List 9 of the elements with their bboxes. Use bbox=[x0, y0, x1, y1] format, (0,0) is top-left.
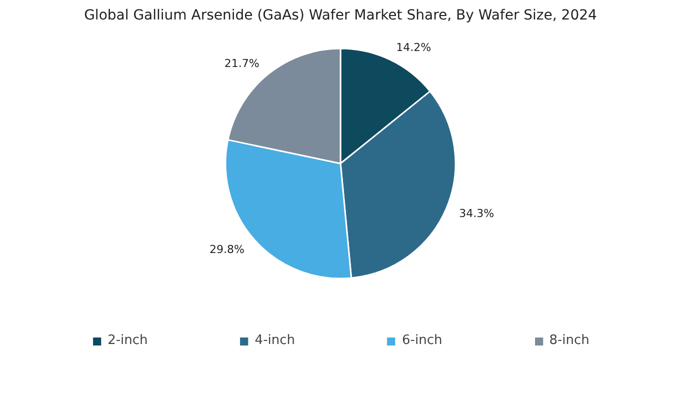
legend-label: 2-inch bbox=[108, 333, 148, 348]
data-label: 34.3% bbox=[459, 207, 494, 220]
legend-label: 8-inch bbox=[549, 333, 590, 348]
legend-label: 4-inch bbox=[254, 333, 295, 348]
legend-label: 6-inch bbox=[402, 333, 442, 348]
data-label: 29.8% bbox=[209, 242, 244, 256]
chart-title: Global Gallium Arsenide (GaAs) Wafer Market Share, By Wafer Size, 2024 bbox=[84, 8, 598, 24]
data-label: 21.7% bbox=[224, 56, 260, 70]
data-label: 14.2% bbox=[396, 40, 432, 54]
